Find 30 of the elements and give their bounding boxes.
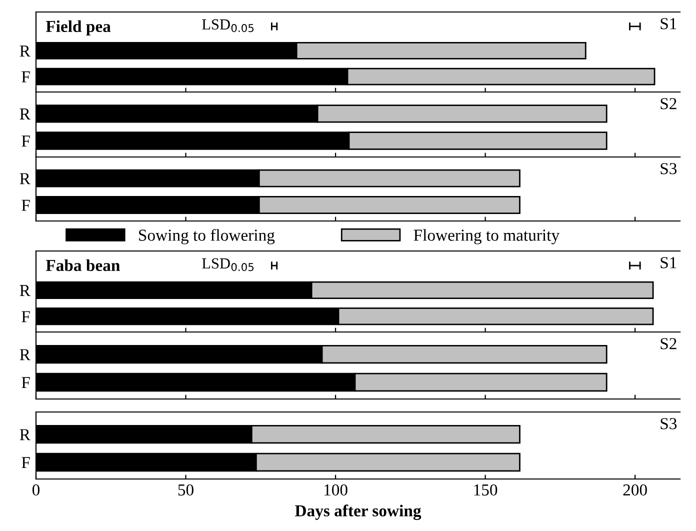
y-tick-label: R [20,173,30,184]
annotation: S1 [660,257,676,268]
x-tick-label: 50 [178,484,194,496]
y-tick-label: F [22,136,30,147]
annotation: S2 [660,98,676,110]
x-axis-title: Days after sowing [295,504,422,520]
y-tick-label: F [22,200,30,211]
annotation: S1 [660,18,676,30]
x-tick-label: 150 [474,484,498,496]
legend-label: Flowering to maturity [414,229,560,244]
y-tick-label: F [22,311,30,322]
x-tick-label: 100 [324,484,348,496]
y-tick-label: R [20,285,30,296]
annotation: S3 [660,163,677,174]
y-tick-label: F [22,71,30,82]
annotation: LSD$_{0.05}$ [202,19,254,32]
x-tick-label: 0 [32,484,40,496]
y-tick-label: R [20,46,30,56]
y-tick-label: R [20,429,30,440]
y-tick-label: F [22,377,30,388]
chart-title: Field pea [46,20,111,36]
y-tick-label: R [20,108,30,120]
legend-label: Sowing to flowering [139,228,275,244]
y-tick-label: F [22,457,30,468]
chart-title: Faba bean [46,259,120,272]
y-tick-label: R [20,349,30,360]
x-tick-label: 200 [623,484,647,496]
annotation: S3 [660,418,677,430]
annotation: S2 [660,338,676,350]
annotation: LSD$_{0.05}$ [202,258,254,272]
